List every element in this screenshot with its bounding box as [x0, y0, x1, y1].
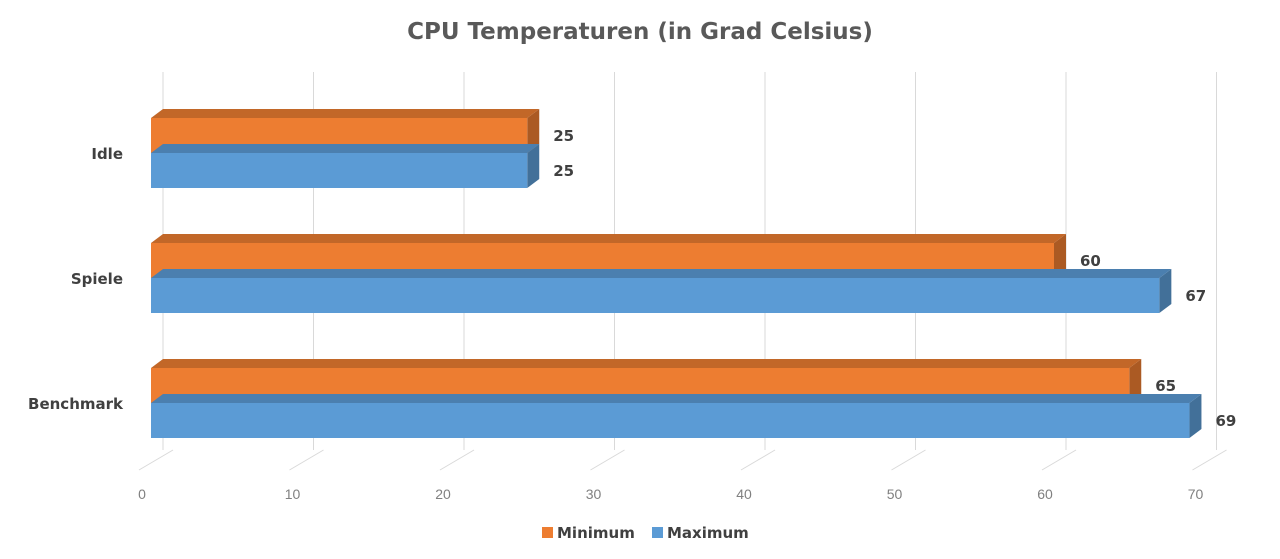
x-tick-label: 20 — [435, 486, 451, 502]
floor-gridline — [1041, 449, 1077, 471]
bars — [151, 109, 1202, 438]
category-labels: Idle Spiele Benchmark — [28, 145, 124, 413]
data-labels: 25 25 60 67 65 69 — [553, 127, 1236, 430]
bar-front — [151, 278, 1160, 313]
floor-gridline — [740, 449, 776, 471]
bar-maximum-idle — [151, 144, 540, 188]
x-tick-label: 10 — [285, 486, 301, 502]
x-tick-label: 60 — [1037, 486, 1053, 502]
bar-top — [151, 394, 1202, 403]
bar-top — [151, 144, 540, 153]
legend: Minimum Maximum — [542, 524, 749, 542]
legend-swatch-minimum — [542, 527, 553, 538]
bar-side — [1159, 269, 1172, 313]
legend-label-minimum: Minimum — [557, 524, 635, 542]
floor-gridline — [590, 449, 625, 471]
bar-top — [151, 359, 1142, 368]
legend-swatch-maximum — [652, 527, 663, 538]
bar-front — [151, 403, 1190, 438]
x-tick-label: 70 — [1188, 486, 1204, 502]
x-tick-label: 50 — [887, 486, 903, 502]
floor-gridline — [289, 449, 324, 471]
bar-side — [1189, 394, 1202, 438]
x-axis-tick-labels: 0 10 20 30 40 50 60 70 — [138, 486, 1203, 502]
x-tick-label: 0 — [138, 486, 146, 502]
data-label-maximum-benchmark: 69 — [1215, 412, 1236, 430]
bar-side — [1054, 234, 1066, 278]
bar-top — [151, 269, 1172, 278]
floor-gridline — [891, 449, 926, 471]
x-tick-label: 30 — [586, 486, 602, 502]
data-label-minimum-benchmark: 65 — [1155, 377, 1176, 395]
category-label-idle: Idle — [91, 145, 123, 163]
legend-label-maximum: Maximum — [667, 524, 749, 542]
bar-maximum-spiele — [151, 269, 1172, 313]
chart-title: CPU Temperaturen (in Grad Celsius) — [407, 19, 873, 45]
category-label-spiele: Spiele — [71, 270, 123, 288]
data-label-maximum-idle: 25 — [553, 162, 574, 180]
bar-side — [1129, 359, 1142, 403]
bar-front — [151, 153, 528, 188]
floor-gridline — [138, 449, 174, 471]
bar-maximum-benchmark — [151, 394, 1202, 438]
floor-gridline — [1192, 449, 1227, 471]
floor-gridline — [439, 449, 475, 471]
bar-top — [151, 234, 1066, 243]
category-label-benchmark: Benchmark — [28, 395, 124, 413]
bar-top — [151, 109, 540, 118]
bar-side — [527, 144, 540, 188]
x-tick-label: 40 — [736, 486, 752, 502]
data-label-minimum-spiele: 60 — [1080, 252, 1101, 270]
data-label-minimum-idle: 25 — [553, 127, 574, 145]
bar-side — [527, 109, 540, 153]
data-label-maximum-spiele: 67 — [1185, 287, 1206, 305]
